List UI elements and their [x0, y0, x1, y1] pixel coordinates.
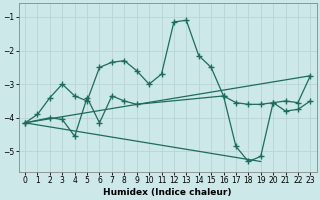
X-axis label: Humidex (Indice chaleur): Humidex (Indice chaleur) [103, 188, 232, 197]
